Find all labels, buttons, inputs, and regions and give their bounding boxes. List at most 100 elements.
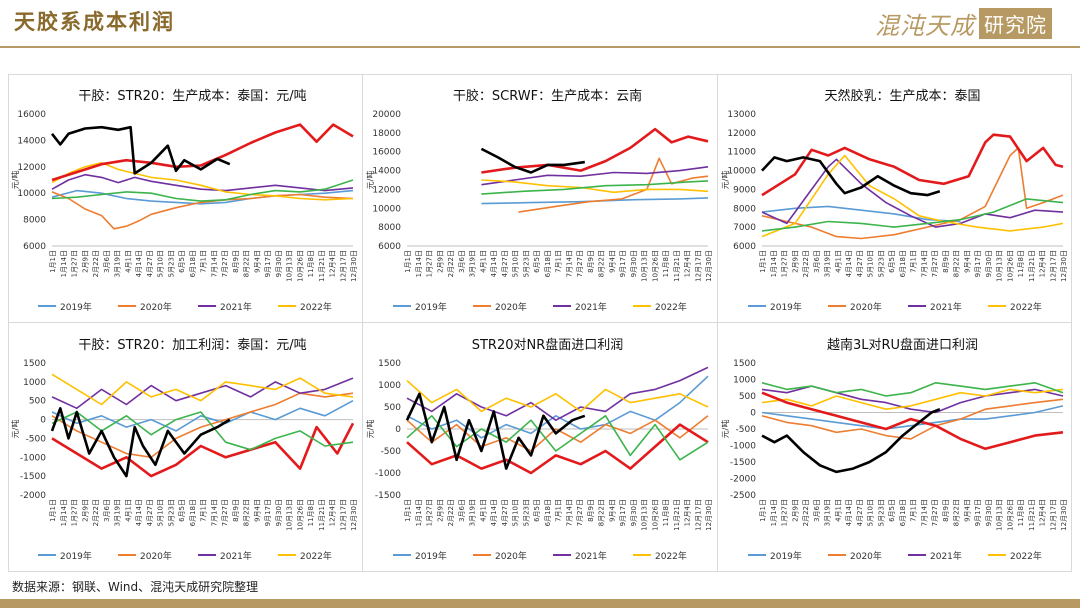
- x-tick-label: 10月13日: [641, 499, 649, 531]
- x-tick-label: 1月27日: [71, 250, 79, 277]
- y-tick-label: 1000: [378, 381, 401, 391]
- x-tick-label: 12月17日: [1049, 250, 1057, 282]
- series-line-2022年: [761, 388, 1064, 410]
- x-tick-label: 8月22日: [598, 499, 606, 526]
- y-axis-label: 元/吨: [365, 420, 375, 439]
- x-tick-label: 7月1日: [910, 250, 918, 273]
- chart-panel-str20-profit: 干胶：STR20：加工利润：泰国：元/吨 -2000 -1500 -1000 -500 0…: [8, 323, 362, 571]
- x-tick-label: 12月30日: [705, 499, 713, 531]
- chart-panel-vn3l-ru-profit: 越南3L对RU盘面进口利润 -2500 -2000 -1500 -1000 -500 0 50…: [718, 323, 1072, 571]
- y-tick-label: 6000: [378, 242, 401, 252]
- chart-svg: 干胶：SCRWF：生产成本：云南 6000 8000 10000 12000 14000 1…: [365, 88, 713, 313]
- x-tick-label: 9月30日: [985, 250, 993, 277]
- legend-label: 2020年: [495, 550, 527, 562]
- x-tick-label: 11月21日: [1028, 250, 1036, 282]
- brand-logo-text: 混沌天成: [875, 11, 975, 40]
- x-tick-label: 7月27日: [221, 499, 229, 526]
- x-tick-label: 1月14日: [60, 499, 68, 526]
- series-line: [480, 147, 585, 174]
- x-tick-label: 2月22日: [802, 499, 810, 526]
- legend-label: 2019年: [415, 301, 447, 313]
- x-tick-label: 6月5日: [178, 499, 186, 522]
- x-tick-label: 7月27日: [576, 250, 584, 277]
- x-tick-label: 6月18日: [899, 250, 907, 277]
- x-tick-label: 4月1日: [124, 499, 132, 522]
- series-line: [761, 407, 941, 474]
- series-line-2022年: [481, 179, 709, 194]
- chart-title: 天然胶乳：生产成本：泰国: [824, 88, 980, 104]
- y-tick-label: 10000: [17, 189, 46, 199]
- x-tick-label: 6月18日: [899, 499, 907, 526]
- x-tick-label: 9月4日: [608, 499, 616, 522]
- x-tick-label: 1月14日: [415, 499, 423, 526]
- y-tick-label: -1500: [20, 472, 46, 482]
- x-tick-label: 11月21日: [1028, 499, 1036, 531]
- y-tick-label: 1500: [23, 359, 46, 369]
- y-tick-label: 13000: [727, 110, 756, 120]
- x-tick-label: 9月17日: [619, 499, 627, 526]
- x-tick-label: 9月4日: [253, 250, 261, 273]
- y-tick-label: 16000: [17, 110, 46, 120]
- panel-divider: [362, 74, 363, 572]
- series-line: [51, 123, 354, 182]
- series-line: [405, 392, 586, 470]
- x-tick-label: 7月14日: [210, 250, 218, 277]
- x-tick-label: 8月22日: [953, 250, 961, 277]
- series-line-2019年: [761, 405, 1064, 430]
- x-tick-label: 12月17日: [339, 250, 347, 282]
- x-tick-label: 9月4日: [963, 250, 971, 273]
- x-tick-label: 5月10日: [157, 250, 165, 277]
- x-tick-label: 1月1日: [759, 250, 767, 273]
- x-tick-label: 7月27日: [931, 499, 939, 526]
- series-line-2019年: [51, 399, 354, 432]
- series-line-2022年: [51, 162, 354, 201]
- y-tick-label: 1000: [23, 378, 46, 388]
- x-tick-label: 7月27日: [931, 250, 939, 277]
- x-tick-label: 3月19日: [469, 250, 477, 277]
- x-tick-label: 4月27日: [501, 250, 509, 277]
- x-tick-label: 9月30日: [275, 250, 283, 277]
- series-line: [50, 407, 231, 478]
- x-tick-label: 1月14日: [60, 250, 68, 277]
- series-line: [481, 127, 709, 174]
- panel-divider: [8, 322, 1072, 323]
- legend-label: 2021年: [930, 301, 962, 313]
- x-tick-label: 7月14日: [920, 499, 928, 526]
- x-tick-label: 1月1日: [404, 499, 412, 522]
- x-tick-label: 7月27日: [221, 250, 229, 277]
- x-tick-label: 6月5日: [533, 499, 541, 522]
- x-tick-label: 12月4日: [684, 250, 692, 277]
- series-line-2021年: [51, 377, 354, 410]
- x-tick-label: 4月14日: [845, 499, 853, 526]
- x-tick-label: 8月9日: [232, 499, 240, 522]
- legend-label: 2019年: [770, 550, 802, 562]
- x-tick-label: 2月22日: [447, 250, 455, 277]
- y-tick-label: 6000: [733, 242, 756, 252]
- y-tick-label: 1000: [733, 376, 756, 386]
- x-tick-label: 8月9日: [942, 250, 950, 273]
- chart-grid-frame: [8, 74, 1072, 572]
- legend-label: 2019年: [60, 550, 92, 562]
- x-tick-label: 12月17日: [694, 499, 702, 531]
- x-tick-label: 3月19日: [469, 499, 477, 526]
- x-tick-label: 6月18日: [189, 499, 197, 526]
- x-tick-label: 2月9日: [791, 250, 799, 273]
- series-line: [761, 156, 941, 197]
- x-tick-label: 1月27日: [426, 250, 434, 277]
- y-tick-label: 10000: [372, 204, 401, 214]
- x-tick-label: 3月6日: [458, 499, 466, 522]
- x-tick-label: 12月30日: [350, 499, 358, 531]
- x-tick-label: 4月1日: [834, 499, 842, 522]
- x-tick-label: 9月17日: [264, 499, 272, 526]
- x-tick-label: 2月9日: [81, 499, 89, 522]
- y-tick-label: 6000: [23, 242, 46, 252]
- x-tick-label: 7月1日: [200, 250, 208, 273]
- x-tick-label: 4月1日: [479, 499, 487, 522]
- x-tick-label: 9月30日: [275, 499, 283, 526]
- page-header: 天胶系成本利润 混沌天成 研究院: [0, 0, 1080, 46]
- x-tick-label: 5月10日: [157, 499, 165, 526]
- y-tick-label: -500: [736, 425, 757, 435]
- x-tick-label: 1月27日: [426, 499, 434, 526]
- x-tick-label: 5月23日: [167, 250, 175, 277]
- x-tick-label: 10月26日: [296, 499, 304, 531]
